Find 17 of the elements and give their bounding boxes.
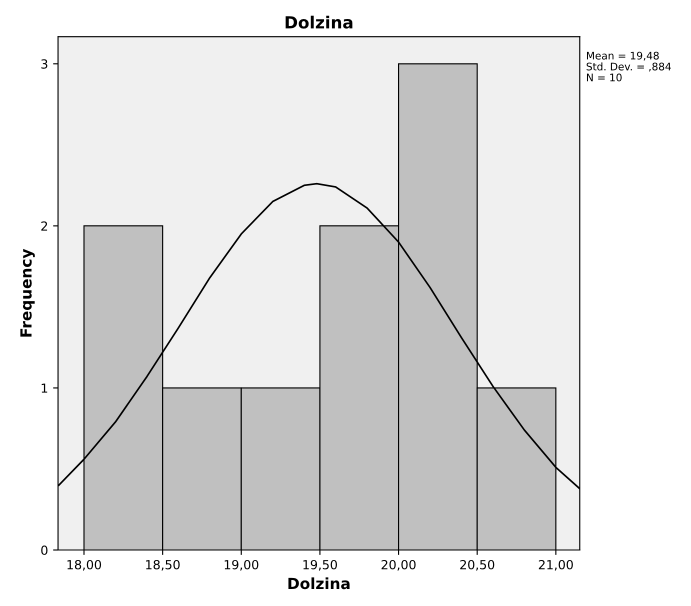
x-axis-title: Dolzina: [288, 577, 350, 590]
text: Mean = 19,48: [586, 52, 659, 61]
x-tick-label: 18,50: [146, 560, 180, 571]
y-tick-label: 0: [41, 545, 48, 555]
chart-title: Dolzina: [286, 16, 352, 29]
text: Std. Dev. = ,884: [586, 62, 671, 72]
y-axis-title: Frequency: [20, 248, 35, 337]
x-tick-label: 21,00: [538, 560, 573, 571]
y-tick-label: 3: [41, 59, 48, 69]
x-tick-label: 18,00: [67, 560, 102, 571]
x-tick-label: 19,50: [303, 560, 337, 571]
x-tick-label: 20,50: [460, 560, 494, 571]
y-tick-label: 2: [41, 221, 48, 231]
y-tick-label: 1: [42, 384, 48, 393]
text: N = 10: [586, 74, 622, 82]
x-tick-label: 20,00: [382, 560, 416, 571]
x-tick-label: 19,00: [224, 560, 258, 571]
